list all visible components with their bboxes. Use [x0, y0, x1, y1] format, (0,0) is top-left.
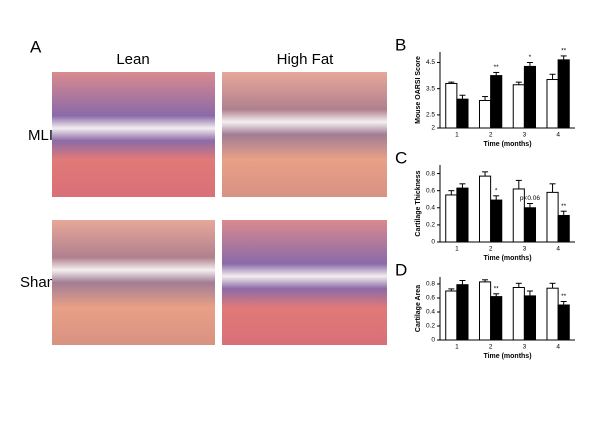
y-tick-label: 0.2	[426, 222, 435, 229]
bar	[546, 79, 559, 129]
significance-label: p<0.06	[520, 195, 540, 202]
significance-label: *	[495, 188, 498, 195]
significance-label: **	[561, 203, 567, 210]
significance-label: **	[494, 64, 500, 71]
x-tick-label: 4	[556, 344, 560, 351]
x-axis-label: Time (months)	[483, 141, 531, 148]
bar	[445, 290, 458, 341]
bar	[557, 304, 570, 341]
bar	[456, 284, 469, 341]
bar	[557, 59, 570, 129]
bar	[557, 214, 570, 243]
y-tick-label: 0.4	[426, 204, 435, 211]
bar	[445, 194, 458, 243]
y-tick-label: 0.6	[426, 187, 435, 194]
y-tick-label: 4.5	[426, 59, 435, 66]
y-tick-label: 0.4	[426, 309, 435, 316]
significance-label: **	[561, 293, 567, 300]
histology-image	[52, 220, 215, 345]
x-tick-label: 3	[523, 246, 527, 253]
significance-label: **	[561, 48, 567, 55]
y-tick-label: 0	[431, 337, 435, 344]
panel-letter: D	[395, 260, 407, 279]
x-tick-label: 1	[455, 344, 459, 351]
bar	[490, 199, 503, 243]
bar	[523, 65, 537, 129]
bar	[523, 295, 537, 341]
bar	[512, 84, 525, 129]
bar	[490, 75, 503, 129]
panel-letter: B	[395, 35, 406, 54]
panel-letter: A	[30, 37, 42, 56]
bar	[478, 175, 492, 243]
x-tick-label: 2	[489, 344, 493, 351]
y-tick-label: 3.5	[426, 85, 435, 92]
bar	[546, 287, 559, 341]
y-axis-label: Cartilage Thickness	[415, 170, 422, 236]
x-tick-label: 3	[523, 344, 527, 351]
bar	[478, 99, 492, 129]
column-label: Lean	[116, 51, 149, 68]
x-axis-label: Time (months)	[483, 255, 531, 262]
panel-letter: C	[395, 148, 407, 167]
significance-label: *	[529, 54, 532, 61]
y-tick-label: 2	[431, 125, 435, 132]
bar	[445, 82, 458, 129]
y-tick-label: 2.5	[426, 112, 435, 119]
x-tick-label: 4	[556, 246, 560, 253]
bar	[490, 296, 503, 341]
y-axis-label: Cartilage Area	[415, 285, 422, 332]
y-tick-label: 0.8	[426, 170, 435, 177]
bar	[478, 281, 492, 341]
bar	[546, 191, 559, 243]
bar	[512, 287, 525, 341]
y-tick-label: 0.2	[426, 323, 435, 330]
y-tick-label: 0	[431, 239, 435, 246]
histology-image	[52, 72, 215, 197]
x-tick-label: 1	[455, 132, 459, 139]
row-label: Sham	[20, 274, 59, 291]
y-tick-label: 0.8	[426, 281, 435, 288]
y-tick-label: 0.6	[426, 295, 435, 302]
histology-image	[222, 220, 387, 345]
x-tick-label: 3	[523, 132, 527, 139]
bar	[456, 98, 469, 129]
row-label: MLI	[28, 127, 53, 144]
x-tick-label: 2	[489, 132, 493, 139]
bar	[456, 187, 469, 243]
bar	[523, 207, 537, 243]
x-tick-label: 1	[455, 246, 459, 253]
y-axis-label: Mouse OARSI Score	[415, 56, 422, 124]
x-tick-label: 2	[489, 246, 493, 253]
histology-image	[222, 72, 387, 197]
x-tick-label: 4	[556, 132, 560, 139]
x-axis-label: Time (months)	[483, 353, 531, 360]
significance-label: **	[494, 286, 500, 293]
column-label: High Fat	[277, 51, 335, 68]
